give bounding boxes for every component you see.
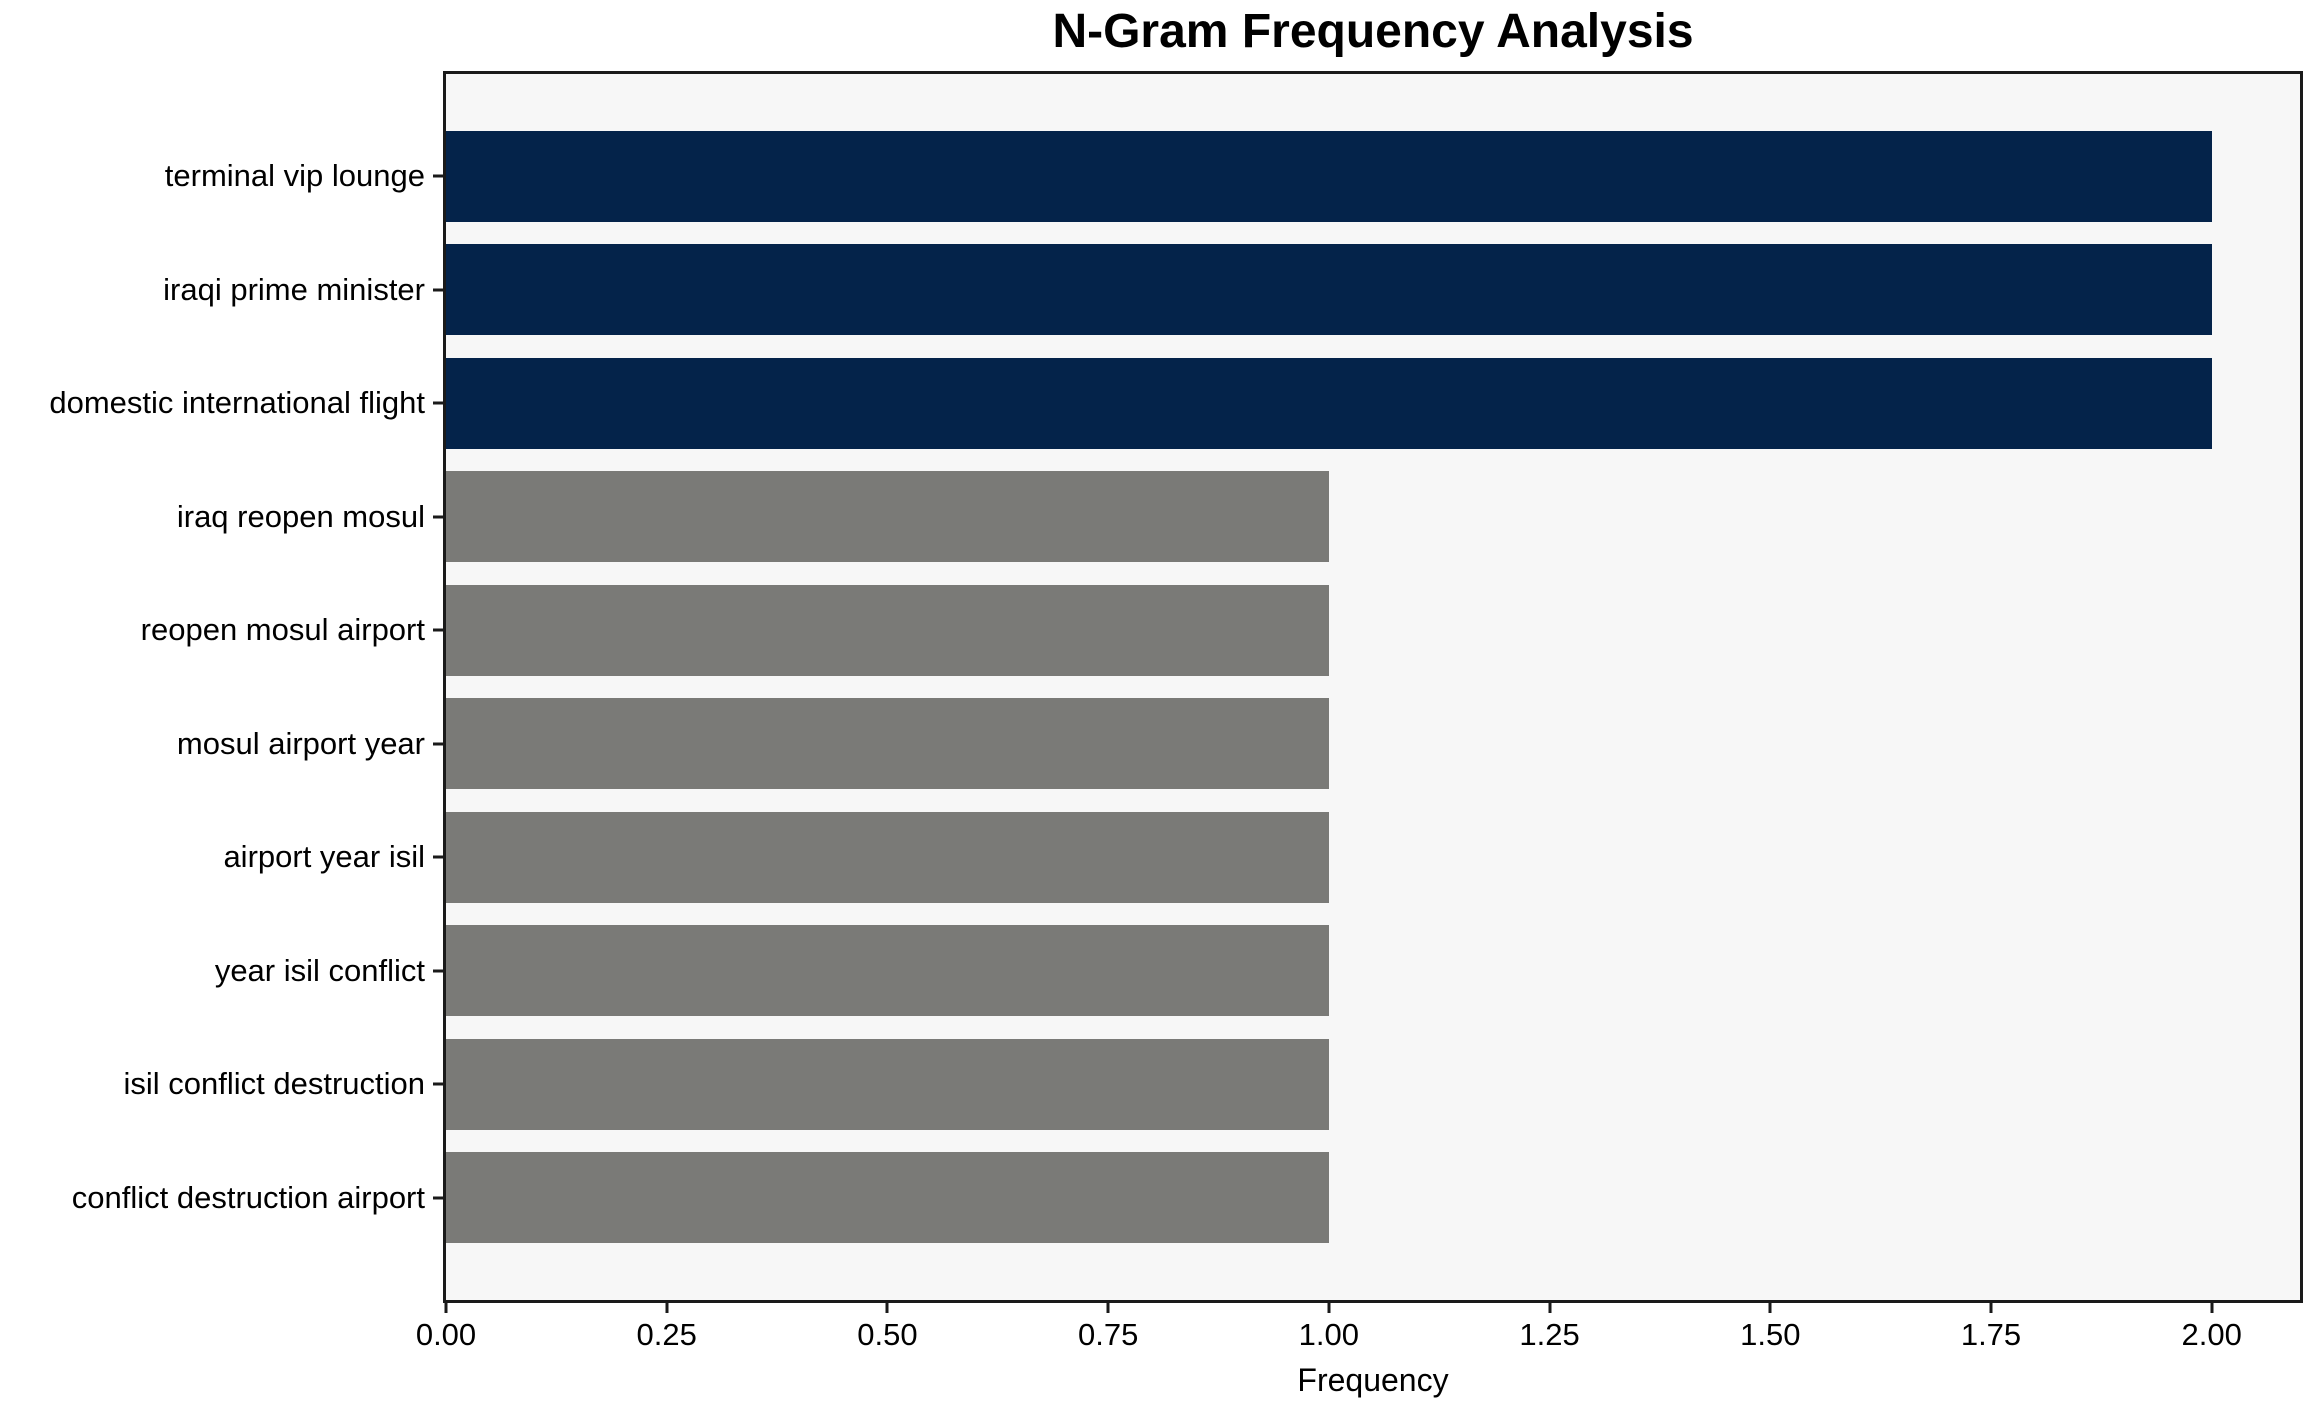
y-tick-label: iraqi prime minister <box>163 271 425 307</box>
bar <box>446 130 2212 222</box>
x-tick-label: 2.00 <box>2181 1317 2242 1352</box>
x-tick-mark <box>885 1303 889 1313</box>
x-axis-title: Frequency <box>1297 1362 1449 1398</box>
bar <box>446 1152 1329 1244</box>
bar <box>446 1038 1329 1130</box>
x-tick-mark <box>2210 1303 2214 1313</box>
bar <box>446 925 1329 1017</box>
x-tick-mark <box>665 1303 669 1313</box>
y-tick-mark <box>433 628 443 632</box>
bar <box>446 811 1329 903</box>
x-tick-label: 0.50 <box>857 1317 918 1352</box>
x-tick-label: 1.75 <box>1960 1317 2022 1352</box>
x-tick-label: 1.00 <box>1298 1317 1360 1352</box>
plot-area <box>443 71 2303 1303</box>
chart-title: N-Gram Frequency Analysis <box>1052 5 1694 58</box>
y-tick-label: reopen mosul airport <box>140 612 425 648</box>
x-tick-mark <box>1327 1303 1331 1313</box>
y-tick-mark <box>433 855 443 859</box>
y-tick-mark <box>433 1196 443 1200</box>
bar <box>446 471 1329 563</box>
y-tick-mark <box>433 288 443 292</box>
x-axis: 0.00 0.25 0.50 0.75 1.00 1.25 1.50 1.75 2.00 <box>416 1303 2300 1365</box>
y-tick-mark <box>433 742 443 746</box>
bar <box>446 244 2212 336</box>
y-axis: terminal vip lounge iraqi prime minister d… <box>0 74 443 1300</box>
x-tick-label: 0.25 <box>636 1317 697 1352</box>
x-tick-mark <box>1106 1303 1110 1313</box>
y-tick-mark <box>433 969 443 973</box>
x-tick-mark <box>444 1303 448 1313</box>
y-tick-label: year isil conflict <box>214 952 425 988</box>
y-tick-label: terminal vip lounge <box>164 158 425 194</box>
x-tick-label: 0.00 <box>415 1317 477 1352</box>
y-tick-mark <box>433 174 443 178</box>
y-tick-label: airport year isil <box>223 839 425 875</box>
x-tick-label: 1.50 <box>1740 1317 1801 1352</box>
x-tick-mark <box>1768 1303 1772 1313</box>
y-tick-mark <box>433 401 443 405</box>
x-tick-mark <box>1548 1303 1552 1313</box>
x-tick-mark <box>1989 1303 1993 1313</box>
y-tick-label: mosul airport year <box>176 725 425 761</box>
y-tick-label: domestic international flight <box>49 385 425 421</box>
y-tick-mark <box>433 515 443 519</box>
x-tick-label: 1.25 <box>1519 1317 1580 1352</box>
bar <box>446 357 2212 449</box>
y-tick-label: conflict destruction airport <box>71 1179 425 1215</box>
y-tick-mark <box>433 1082 443 1086</box>
x-tick-label: 0.75 <box>1077 1317 1139 1352</box>
bar <box>446 698 1329 790</box>
bar <box>446 584 1329 676</box>
y-tick-label: iraq reopen mosul <box>176 498 425 534</box>
y-tick-label: isil conflict destruction <box>123 1066 425 1102</box>
